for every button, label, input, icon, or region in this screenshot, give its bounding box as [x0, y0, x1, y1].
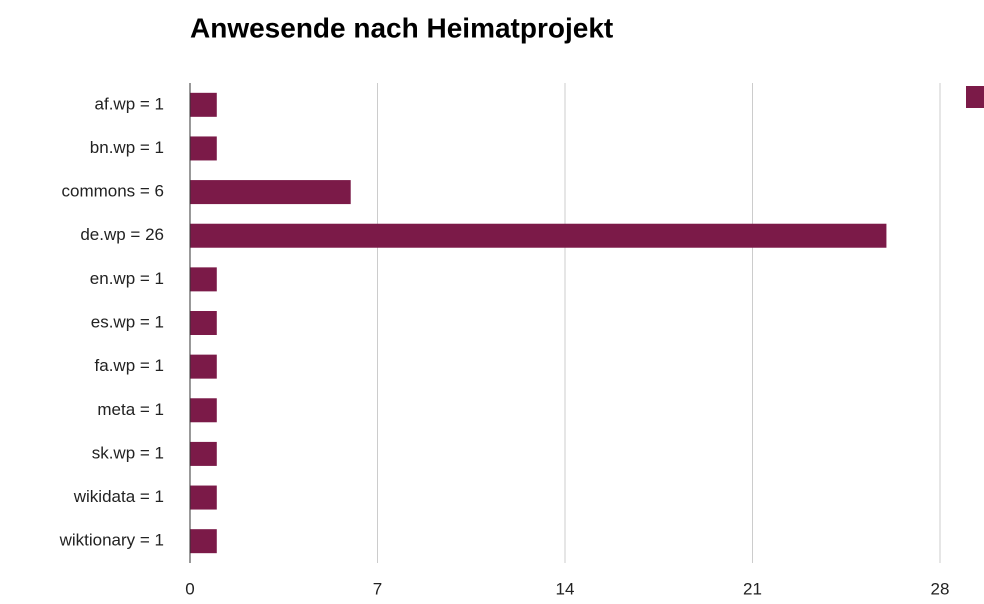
bar [190, 485, 217, 510]
bar [190, 354, 217, 379]
bar [190, 398, 217, 423]
x-tick-label: 0 [185, 579, 194, 598]
y-tick-label: meta = 1 [97, 400, 164, 419]
y-tick-label: en.wp = 1 [90, 269, 164, 288]
x-tick-label: 28 [931, 579, 950, 598]
bar [190, 92, 217, 117]
y-tick-label: sk.wp = 1 [92, 443, 164, 462]
y-tick-label: af.wp = 1 [95, 94, 164, 113]
y-tick-label: de.wp = 26 [80, 225, 164, 244]
bar [190, 267, 217, 292]
legend-marker [966, 86, 984, 108]
chart-title: Anwesende nach Heimatprojekt [190, 12, 613, 43]
y-tick-label: wikidata = 1 [73, 487, 164, 506]
bar [190, 223, 887, 248]
y-tick-label: bn.wp = 1 [90, 138, 164, 157]
bar [190, 441, 217, 466]
x-tick-label: 14 [556, 579, 575, 598]
bar [190, 311, 217, 335]
bar [190, 529, 217, 554]
bar [190, 180, 351, 205]
x-tick-label: 21 [743, 579, 762, 598]
y-tick-label: commons = 6 [61, 182, 164, 201]
x-tick-label: 7 [373, 579, 382, 598]
y-tick-label: es.wp = 1 [91, 312, 164, 331]
bar [190, 136, 217, 161]
y-tick-label: fa.wp = 1 [95, 356, 164, 375]
y-tick-label: wiktionary = 1 [59, 531, 164, 550]
